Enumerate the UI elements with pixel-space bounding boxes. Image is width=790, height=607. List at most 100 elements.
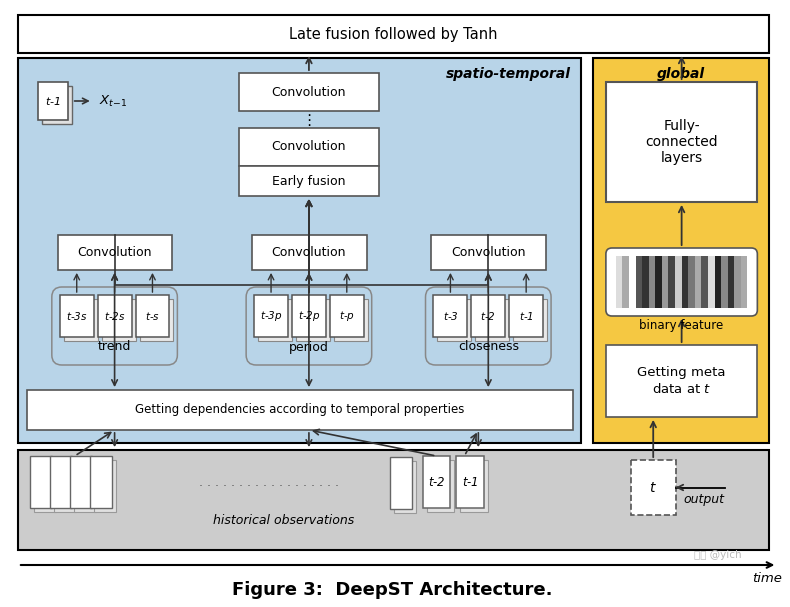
Text: Convolution: Convolution: [272, 86, 346, 98]
Text: $t$-1: $t$-1: [45, 95, 61, 107]
Bar: [434, 295, 468, 337]
Bar: [438, 299, 472, 341]
Text: $t$-2: $t$-2: [480, 310, 496, 322]
Text: output: output: [683, 493, 724, 506]
Bar: [18, 58, 581, 443]
Bar: [18, 450, 769, 550]
Bar: [642, 256, 649, 308]
Bar: [721, 256, 728, 308]
Text: Getting dependencies according to temporal properties: Getting dependencies according to tempor…: [135, 404, 465, 416]
Bar: [472, 295, 506, 337]
Bar: [675, 256, 682, 308]
FancyBboxPatch shape: [606, 248, 758, 316]
Text: Getting meta
data at $t$: Getting meta data at $t$: [638, 367, 726, 396]
Bar: [728, 256, 734, 308]
Bar: [296, 299, 330, 341]
Bar: [668, 256, 675, 308]
Bar: [90, 456, 111, 508]
Text: $t$-$s$: $t$-$s$: [145, 310, 160, 322]
Bar: [60, 295, 94, 337]
Bar: [42, 86, 72, 124]
Bar: [688, 256, 694, 308]
Text: trend: trend: [98, 341, 131, 353]
Text: $t$-3$s$: $t$-3$s$: [66, 310, 88, 322]
Bar: [239, 166, 378, 196]
Bar: [510, 295, 543, 337]
Bar: [682, 256, 688, 308]
Bar: [431, 235, 546, 270]
Bar: [514, 299, 547, 341]
Text: 知乎 @yich: 知乎 @yich: [694, 550, 741, 560]
Bar: [630, 460, 675, 515]
Bar: [741, 256, 747, 308]
Bar: [50, 456, 72, 508]
Bar: [476, 299, 510, 341]
Text: $t$-$p$: $t$-$p$: [339, 309, 355, 323]
Text: $t$-1: $t$-1: [519, 310, 533, 322]
Bar: [393, 461, 416, 513]
Bar: [714, 256, 721, 308]
Text: $t$: $t$: [649, 481, 657, 495]
Bar: [54, 460, 76, 512]
Text: $t$-2$s$: $t$-2$s$: [103, 310, 126, 322]
Bar: [94, 460, 115, 512]
Text: Figure 3:  DeepST Architecture.: Figure 3: DeepST Architecture.: [232, 581, 553, 599]
Text: time: time: [752, 572, 782, 585]
Text: Convolution: Convolution: [451, 246, 525, 259]
Bar: [734, 256, 741, 308]
Text: $t$-2$p$: $t$-2$p$: [298, 309, 320, 323]
Bar: [18, 15, 769, 53]
Text: Late fusion followed by Tanh: Late fusion followed by Tanh: [289, 27, 498, 41]
Text: binary feature: binary feature: [639, 319, 724, 333]
Text: period: period: [289, 341, 329, 353]
Text: $t$-1: $t$-1: [462, 475, 479, 489]
Text: Convolution: Convolution: [272, 140, 346, 154]
Bar: [649, 256, 656, 308]
Bar: [292, 295, 325, 337]
Bar: [389, 457, 412, 509]
Bar: [239, 73, 378, 111]
Bar: [252, 235, 367, 270]
Bar: [616, 256, 623, 308]
Bar: [34, 460, 56, 512]
Bar: [27, 390, 573, 430]
Bar: [73, 460, 96, 512]
Text: Early fusion: Early fusion: [273, 174, 346, 188]
Text: spatio-temporal: spatio-temporal: [446, 67, 571, 81]
Text: ⋮: ⋮: [301, 114, 317, 129]
Bar: [461, 460, 488, 512]
Bar: [423, 456, 450, 508]
Bar: [102, 299, 136, 341]
Text: closeness: closeness: [457, 341, 519, 353]
Bar: [606, 345, 758, 417]
Text: global: global: [657, 67, 705, 81]
Bar: [656, 256, 662, 308]
Text: $t$-3: $t$-3: [442, 310, 458, 322]
Bar: [140, 299, 173, 341]
Text: Convolution: Convolution: [77, 246, 152, 259]
Text: Convolution: Convolution: [272, 246, 346, 259]
Bar: [136, 295, 169, 337]
Bar: [254, 295, 288, 337]
Text: $X_{t\mathrm{-}1}$: $X_{t\mathrm{-}1}$: [99, 93, 126, 109]
Bar: [606, 82, 758, 202]
Bar: [694, 256, 702, 308]
Bar: [30, 456, 52, 508]
Text: historical observations: historical observations: [213, 514, 355, 526]
Bar: [70, 456, 92, 508]
Bar: [258, 299, 292, 341]
Bar: [636, 256, 642, 308]
Bar: [334, 299, 367, 341]
Text: $t$-3$p$: $t$-3$p$: [260, 309, 282, 323]
Bar: [427, 460, 454, 512]
Bar: [593, 58, 769, 443]
Bar: [629, 256, 636, 308]
Bar: [662, 256, 668, 308]
Bar: [330, 295, 363, 337]
Bar: [457, 456, 484, 508]
Bar: [702, 256, 708, 308]
Bar: [64, 299, 98, 341]
Bar: [623, 256, 629, 308]
Bar: [58, 235, 172, 270]
Bar: [708, 256, 714, 308]
